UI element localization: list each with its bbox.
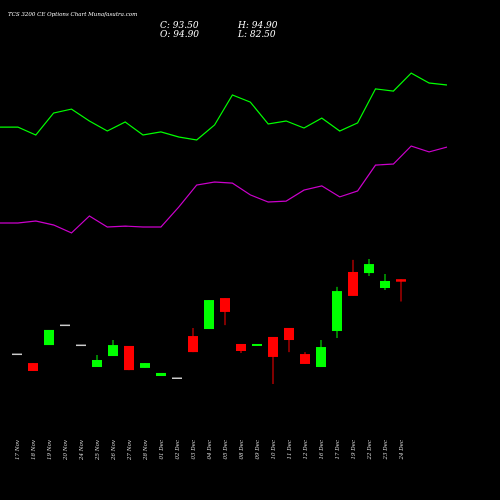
x-tick-label: 09 Dec (255, 440, 261, 460)
high-label: H: 94.90 (237, 21, 278, 31)
indicator-line (0, 72, 448, 141)
candle-body (76, 344, 86, 347)
candle-body (92, 360, 102, 368)
x-tick-label: 22 Dec (367, 440, 373, 461)
low-label: L: 82.50 (237, 30, 276, 40)
candle-body (316, 347, 326, 368)
x-tick-label: 08 Dec (239, 440, 245, 460)
x-tick-label: 02 Dec (175, 440, 181, 460)
candle-body (172, 377, 182, 379)
candle-body (284, 327, 294, 341)
x-tick-label: 16 Dec (319, 440, 325, 460)
x-tick-label: 26 Nov (111, 439, 117, 461)
x-tick-label: 18 Nov (31, 439, 37, 460)
candle-body (188, 336, 198, 353)
candle-body (204, 300, 214, 330)
x-tick-label: 11 Dec (287, 440, 293, 460)
x-tick-label: 03 Dec (191, 440, 197, 460)
x-tick-label: 27 Nov (127, 439, 133, 461)
candle-body (300, 354, 310, 364)
open-label: O: 94.90 (160, 30, 199, 40)
indicator-line (0, 145, 448, 234)
candle-body (60, 324, 70, 327)
candle-body (236, 343, 246, 351)
candle-body (44, 329, 54, 346)
x-tick-label: 12 Dec (303, 440, 309, 460)
x-tick-label: 10 Dec (271, 440, 277, 460)
x-tick-label: 28 Nov (143, 439, 149, 461)
x-tick-label: 24 Nov (79, 439, 85, 461)
x-tick-label: 19 Dec (351, 440, 357, 460)
candle-body (12, 353, 22, 356)
candle-body (220, 298, 230, 312)
x-tick-label: 17 Nov (15, 439, 21, 460)
x-tick-label: 05 Dec (223, 440, 229, 460)
chart-title: TCS 3200 CE Options Chart Munafasutra.co… (8, 12, 137, 18)
candle-body (140, 363, 150, 368)
x-tick-label: 20 Nov (63, 439, 69, 461)
close-label: C: 93.50 (160, 21, 199, 31)
x-tick-label: 04 Dec (207, 440, 213, 460)
candle-body (364, 264, 374, 274)
x-tick-label: 19 Nov (47, 439, 53, 460)
x-tick-label: 25 Nov (95, 439, 101, 461)
candle-body (108, 345, 118, 357)
candle-body (28, 363, 38, 371)
candle-body (380, 280, 390, 288)
x-tick-label: 17 Dec (335, 440, 341, 460)
candle-body (156, 372, 166, 377)
candle-body (348, 271, 358, 296)
candle-body (396, 279, 406, 282)
x-tick-label: 24 Dec (399, 440, 405, 461)
candle-body (124, 345, 134, 371)
candle-body (332, 291, 342, 332)
candle-body (252, 343, 262, 346)
x-tick-label: 23 Dec (383, 440, 389, 461)
x-tick-label: 01 Dec (159, 440, 165, 460)
candle-body (268, 336, 278, 357)
